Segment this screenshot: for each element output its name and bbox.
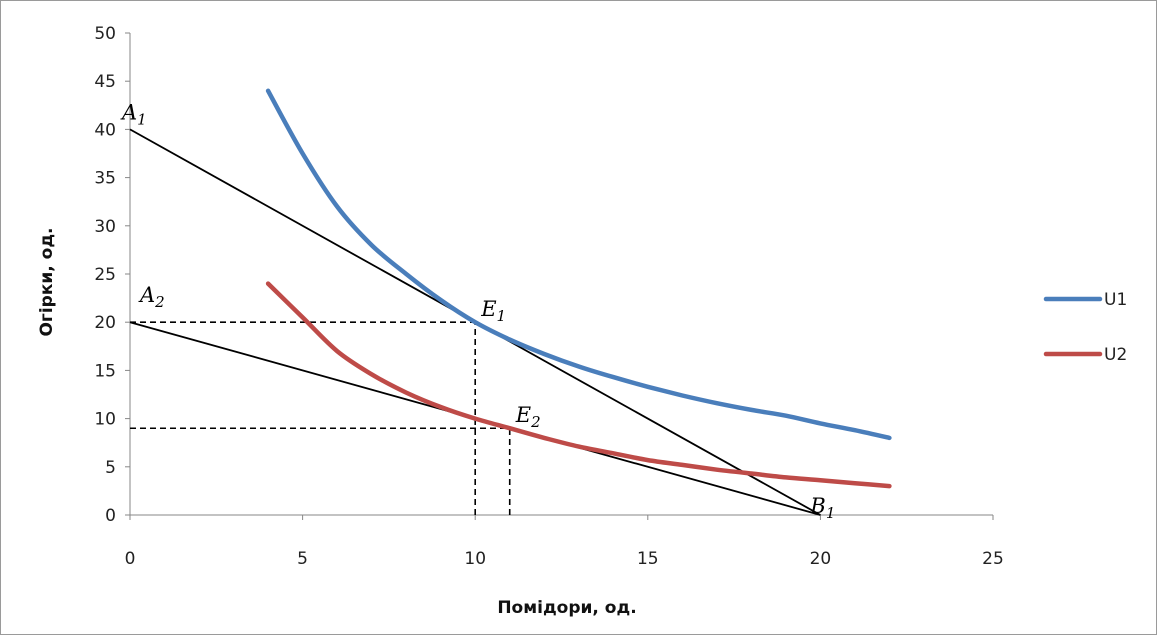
series-group <box>265 88 892 489</box>
point-label-b1: B1 <box>809 494 835 522</box>
guide-lines <box>130 321 511 515</box>
x-axis-title: Помідори, од. <box>497 598 636 618</box>
axes: 0 5 10 15 20 25 30 35 40 45 50 0 5 10 15 20 25 <box>94 24 1003 569</box>
x-tick-label: 15 <box>637 549 659 569</box>
y-tick-label: 25 <box>94 265 116 285</box>
x-tick-label: 20 <box>810 549 832 569</box>
x-tick-label: 5 <box>297 549 308 569</box>
y-tick-label: 45 <box>94 72 116 92</box>
legend: U1 U2 <box>1043 290 1127 365</box>
legend-label-u1: U1 <box>1104 290 1127 310</box>
point-label-e1: E1 <box>480 297 506 325</box>
y-tick-label: 10 <box>94 410 116 430</box>
point-labels: A1 A2 E1 E2 B1 <box>120 100 835 522</box>
y-tick-label: 30 <box>94 217 116 237</box>
series-line-u2 <box>265 281 892 489</box>
x-tick-label: 0 <box>125 549 136 569</box>
y-axis-title: Огірки, од. <box>37 227 57 336</box>
point-label-a2: A2 <box>138 283 165 311</box>
series-line-u1 <box>265 88 892 441</box>
y-tick-label: 40 <box>94 120 116 140</box>
y-tick-label: 20 <box>94 313 116 333</box>
y-tick-label: 50 <box>94 24 116 44</box>
y-tick-label: 35 <box>94 169 116 189</box>
point-label-e2: E2 <box>515 403 541 431</box>
y-tick-label: 15 <box>94 361 116 381</box>
x-tick-label: 10 <box>464 549 486 569</box>
point-label-a1: A1 <box>120 100 147 128</box>
y-tick-label: 0 <box>105 506 116 526</box>
x-tick-label: 25 <box>982 549 1004 569</box>
y-tick-label: 5 <box>105 458 116 478</box>
legend-label-u2: U2 <box>1104 345 1127 365</box>
